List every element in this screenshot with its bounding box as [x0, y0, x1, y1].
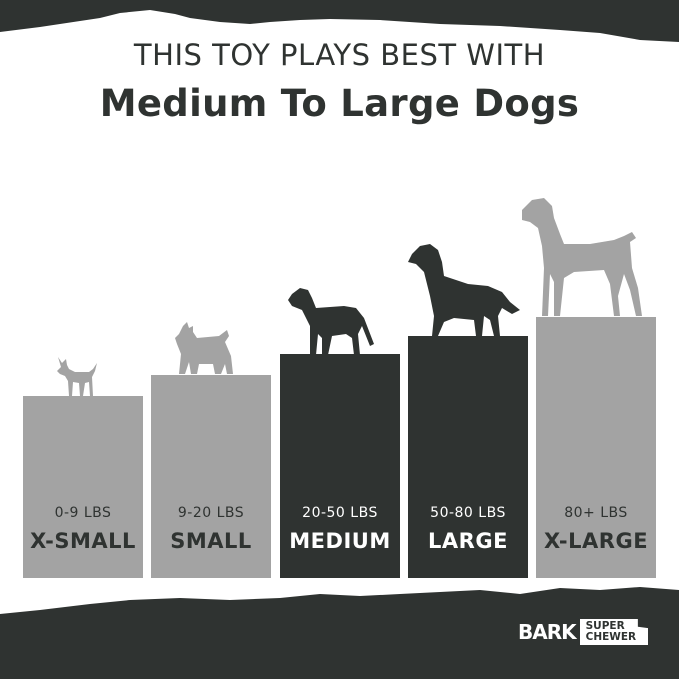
- labrador-icon: [288, 288, 374, 355]
- size-label: MEDIUM: [289, 529, 391, 553]
- size-bar-x-large: 80+ LBS X-LARGE: [536, 317, 656, 578]
- super-chewer-line-2: CHEWER: [585, 631, 637, 643]
- size-label: LARGE: [428, 529, 508, 553]
- weight-label: 80+ LBS: [564, 505, 628, 521]
- great-dane-icon: [522, 198, 642, 316]
- size-bar-large: 50-80 LBS LARGE: [408, 336, 528, 578]
- size-label: X-LARGE: [543, 529, 649, 553]
- torn-paper-top: [0, 0, 679, 42]
- bark-logo-text: BARK: [518, 620, 577, 644]
- headline-line-2: Medium To Large Dogs: [99, 82, 580, 125]
- size-label: SMALL: [170, 529, 252, 553]
- bark-super-chewer-logo: BARK SUPER CHEWER: [518, 619, 649, 645]
- size-bar-x-small: 0-9 LBS X-SMALL: [23, 396, 143, 578]
- scottish-terrier-icon: [175, 322, 233, 374]
- super-chewer-tag: SUPER CHEWER: [579, 619, 649, 645]
- chihuahua-icon: [57, 357, 97, 396]
- super-chewer-line-1: SUPER: [585, 620, 625, 632]
- size-bar-small: 9-20 LBS SMALL: [151, 375, 271, 578]
- golden-retriever-icon: [408, 244, 520, 336]
- torn-paper-bottom: [0, 587, 679, 679]
- size-bar-medium: 20-50 LBS MEDIUM: [280, 354, 400, 578]
- headline-line-1: THIS TOY PLAYS BEST WITH: [133, 38, 546, 72]
- size-label: X-SMALL: [30, 529, 136, 553]
- weight-label: 20-50 LBS: [302, 505, 378, 521]
- weight-label: 9-20 LBS: [177, 505, 245, 521]
- weight-label: 50-80 LBS: [430, 505, 506, 521]
- weight-label: 0-9 LBS: [54, 505, 112, 521]
